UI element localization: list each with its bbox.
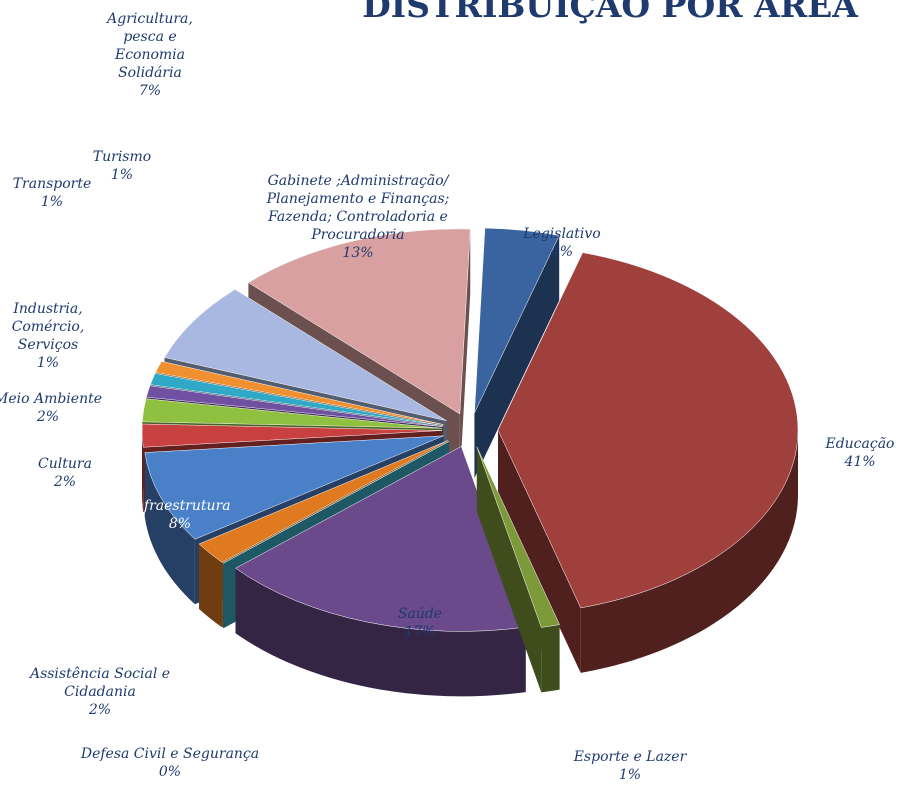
value-label: 17% — [404, 624, 436, 640]
value-label: 1% — [618, 767, 642, 783]
category-label: Meio Ambiente — [0, 391, 102, 407]
slice — [474, 227, 560, 414]
slice-label: Educação 41% — [770, 435, 913, 471]
slice-side — [580, 430, 798, 673]
value-label: 2% — [53, 474, 77, 490]
category-label: Infraestrutura — [129, 498, 231, 514]
category-label: Industria, Comércio, Serviços — [11, 301, 85, 353]
value-label: 41% — [844, 454, 876, 470]
slice-side — [541, 624, 560, 693]
slice-wall — [474, 235, 560, 478]
slice-label: Defesa Civil e Segurança 0% — [70, 745, 270, 781]
slice — [198, 440, 448, 563]
value-label: 2% — [88, 702, 112, 718]
category-label: Agricultura, pesca e Economia Solidária — [107, 11, 193, 81]
slice-label: Transporte 1% — [0, 175, 112, 211]
slice — [497, 252, 799, 609]
slice-wall — [459, 229, 471, 479]
value-label: 1% — [36, 355, 60, 371]
slice-side — [235, 568, 526, 697]
value-label: 2% — [36, 409, 60, 425]
category-label: Esporte e Lazer — [573, 749, 687, 765]
slice-side — [144, 452, 195, 605]
slice — [141, 423, 443, 448]
slice-label: Agricultura, pesca e Economia Solidária 7… — [95, 10, 205, 100]
slice-side — [142, 430, 144, 513]
slice — [476, 446, 560, 628]
slice — [150, 373, 443, 426]
value-label: 8% — [168, 516, 192, 532]
category-label: Turismo — [92, 149, 152, 165]
category-label: Saúde — [397, 606, 443, 622]
slice-label: Legislativo 4% — [472, 225, 652, 261]
slice — [164, 289, 447, 421]
category-label: Defesa Civil e Segurança — [80, 746, 260, 762]
slice-label: Saúde 17% — [330, 605, 510, 641]
category-label: Cultura — [38, 456, 92, 472]
slice-label: Industria, Comércio, Serviços 1% — [0, 300, 108, 372]
slice-label: Meio Ambiente 2% — [0, 390, 108, 426]
slice-label: Esporte e Lazer 1% — [540, 748, 720, 784]
slice — [235, 446, 527, 632]
value-label: 7% — [138, 83, 162, 99]
slice-side — [199, 543, 223, 628]
value-label: 13% — [342, 245, 374, 261]
slice — [223, 441, 450, 564]
slice-label: Turismo 1% — [62, 148, 182, 184]
slice — [247, 228, 471, 415]
slice-wall — [497, 430, 581, 673]
category-label: Assistência Social e Cidadania — [29, 666, 171, 700]
slice-wall — [476, 446, 542, 693]
category-label: Transporte — [12, 176, 92, 192]
value-label: 4% — [550, 244, 574, 260]
category-label: Legislativo — [523, 226, 601, 242]
value-label: 1% — [110, 167, 134, 183]
slice-label: Infraestrutura 8% — [90, 497, 270, 533]
value-label: 0% — [158, 764, 182, 780]
slice-label: Cultura 2% — [0, 455, 155, 491]
slice — [146, 385, 443, 427]
slice — [144, 435, 444, 540]
slice-label: Assistência Social e Cidadania 2% — [10, 665, 190, 719]
slice — [155, 361, 444, 425]
category-label: Gabinete ;Administração/ Planejamento e … — [266, 173, 450, 243]
slice — [142, 398, 443, 429]
category-label: Educação — [825, 436, 895, 452]
slice-label: Gabinete ;Administração/ Planejamento e … — [253, 172, 463, 262]
value-label: 1% — [40, 194, 64, 210]
chart-title: DISTRIBUIÇÃO POR ÁREA — [362, 0, 858, 25]
